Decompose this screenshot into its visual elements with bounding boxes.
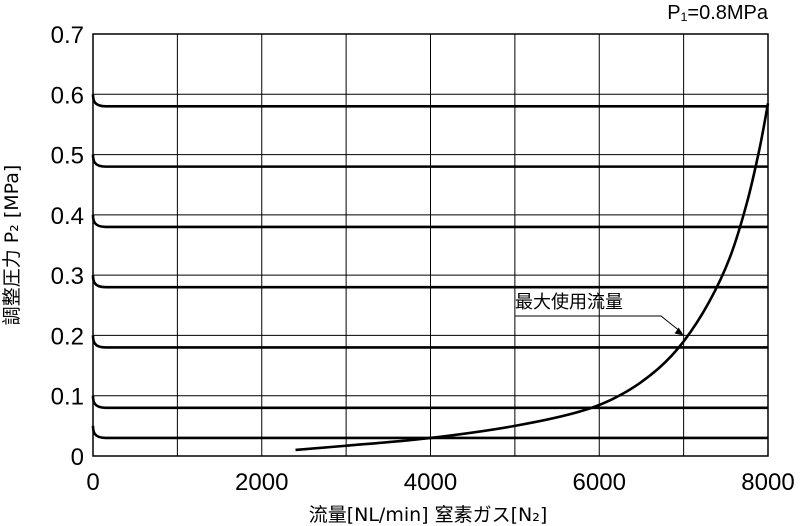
- pressure-line: [91, 395, 768, 410]
- y-tick-label: 0.7: [51, 22, 84, 49]
- x-tick-label: 0: [86, 469, 99, 496]
- y-tick-label: 0.2: [51, 323, 84, 350]
- y-tick-label: 0.3: [51, 263, 84, 290]
- grid: [92, 33, 769, 457]
- annotation-arrowhead: [674, 327, 684, 336]
- x-tick-label: 4000: [404, 469, 457, 496]
- annotation-leader-line: [515, 315, 682, 333]
- pressure-line: [91, 154, 768, 168]
- x-axis-label: 流量[NL/min] 窒素ガス[N₂]: [309, 504, 548, 526]
- pressure-line: [91, 335, 768, 349]
- x-tick-label: 2000: [235, 469, 288, 496]
- y-tick-label: 0: [71, 444, 84, 471]
- pressure-line: [91, 425, 768, 440]
- y-tick-label: 0.5: [51, 143, 84, 170]
- y-tick-label: 0.1: [51, 384, 84, 411]
- y-axis-label: 調整圧力 P₂ [MPa]: [1, 165, 23, 326]
- plot-frame: [92, 33, 769, 457]
- pressure-line: [91, 275, 768, 289]
- x-tick-label: 6000: [573, 469, 626, 496]
- x-tick-label: 8000: [741, 469, 794, 496]
- annotation-group: 最大使用流量: [515, 292, 684, 336]
- y-tick-label: 0.4: [51, 203, 84, 230]
- max-flow-annotation: 最大使用流量: [515, 292, 623, 313]
- pressure-series-group: [91, 94, 768, 440]
- max-flow-curve-group: [295, 103, 770, 452]
- pressure-line: [91, 214, 768, 229]
- y-tick-label: 0.6: [51, 82, 84, 109]
- y-tick-labels: 0 0.1 0.2 0.3 0.4 0.5 0.6 0.7: [51, 22, 84, 471]
- condition-label: P₁=0.8MPa: [667, 2, 769, 24]
- x-tick-labels: 0 2000 4000 6000 8000: [86, 469, 794, 496]
- pressure-line: [91, 94, 768, 108]
- max-flow-curve: [295, 103, 770, 452]
